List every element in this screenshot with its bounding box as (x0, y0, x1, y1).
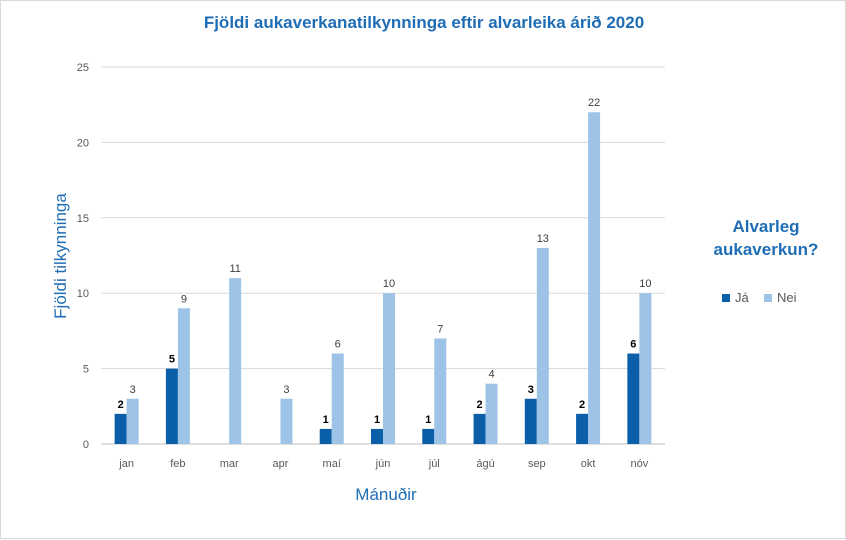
data-label: 3 (283, 384, 289, 396)
bar-nei (177, 308, 190, 444)
bar-nei (126, 398, 139, 444)
data-label: 13 (537, 233, 549, 245)
legend-swatch-nei (764, 293, 772, 302)
x-tick-label: júl (428, 458, 440, 470)
y-tick-label: 15 (77, 213, 89, 225)
data-label: 10 (639, 278, 651, 290)
y-tick-label: 25 (77, 62, 89, 74)
data-label: 22 (588, 97, 600, 109)
x-tick-label: nóv (630, 458, 648, 470)
data-label: 6 (630, 339, 636, 351)
data-label: 2 (579, 399, 585, 411)
bar-nei (588, 112, 601, 445)
data-label: 6 (335, 339, 341, 351)
legend-swatch-ja (722, 293, 730, 302)
x-tick-label: jan (118, 458, 134, 470)
data-label: 1 (374, 414, 380, 426)
x-tick-label: sep (528, 458, 546, 470)
bar-ja (576, 413, 589, 444)
data-label: 1 (425, 414, 431, 426)
data-label: 3 (528, 384, 534, 396)
bar-ja (524, 398, 537, 444)
data-label: 4 (488, 369, 494, 381)
bar-ja (165, 368, 178, 444)
legend-item-nei: Nei (764, 290, 797, 305)
x-axis-label: Mánuðir (355, 485, 417, 504)
data-label: 5 (169, 354, 175, 366)
x-tick-label: ágú (476, 458, 494, 470)
x-tick-label: jún (375, 458, 391, 470)
chart-title: Fjöldi aukaverkanatilkynninga eftir alva… (203, 13, 645, 32)
data-label: 7 (437, 323, 443, 335)
legend-title: Alvarleg aukaverkun? (713, 217, 819, 259)
data-label: 3 (130, 384, 136, 396)
x-tick-label: apr (273, 458, 289, 470)
data-label: 1 (323, 414, 329, 426)
bar-nei (229, 278, 242, 444)
y-tick-label: 5 (83, 364, 89, 376)
data-label: 2 (118, 399, 124, 411)
legend-label-ja: Já (735, 290, 749, 305)
data-label: 10 (383, 278, 395, 290)
x-tick-label: feb (170, 458, 185, 470)
bar-ja (422, 428, 435, 444)
data-label: 9 (181, 293, 187, 305)
x-tick-label: mar (220, 458, 239, 470)
x-tick-label: maí (323, 458, 341, 470)
bar-ja (114, 413, 127, 444)
x-tick-label: okt (581, 458, 596, 470)
data-label: 11 (229, 263, 240, 275)
y-tick-label: 10 (77, 288, 89, 300)
bar-ja (473, 413, 486, 444)
data-label: 2 (476, 399, 482, 411)
bar-nei (383, 293, 395, 444)
bar-nei (639, 293, 652, 444)
bar-nei (485, 383, 498, 444)
legend-item-ja: Já (722, 290, 749, 305)
y-tick-label: 0 (83, 439, 89, 451)
bar-ja (627, 353, 640, 444)
legend-label-nei: Nei (777, 290, 797, 305)
bar-nei (434, 338, 447, 444)
bar-nei (280, 398, 293, 444)
bar-ja (371, 428, 383, 444)
y-tick-label: 20 (77, 137, 89, 149)
bar-nei (331, 353, 344, 444)
bar-nei (536, 247, 549, 444)
bar-ja (319, 428, 332, 444)
